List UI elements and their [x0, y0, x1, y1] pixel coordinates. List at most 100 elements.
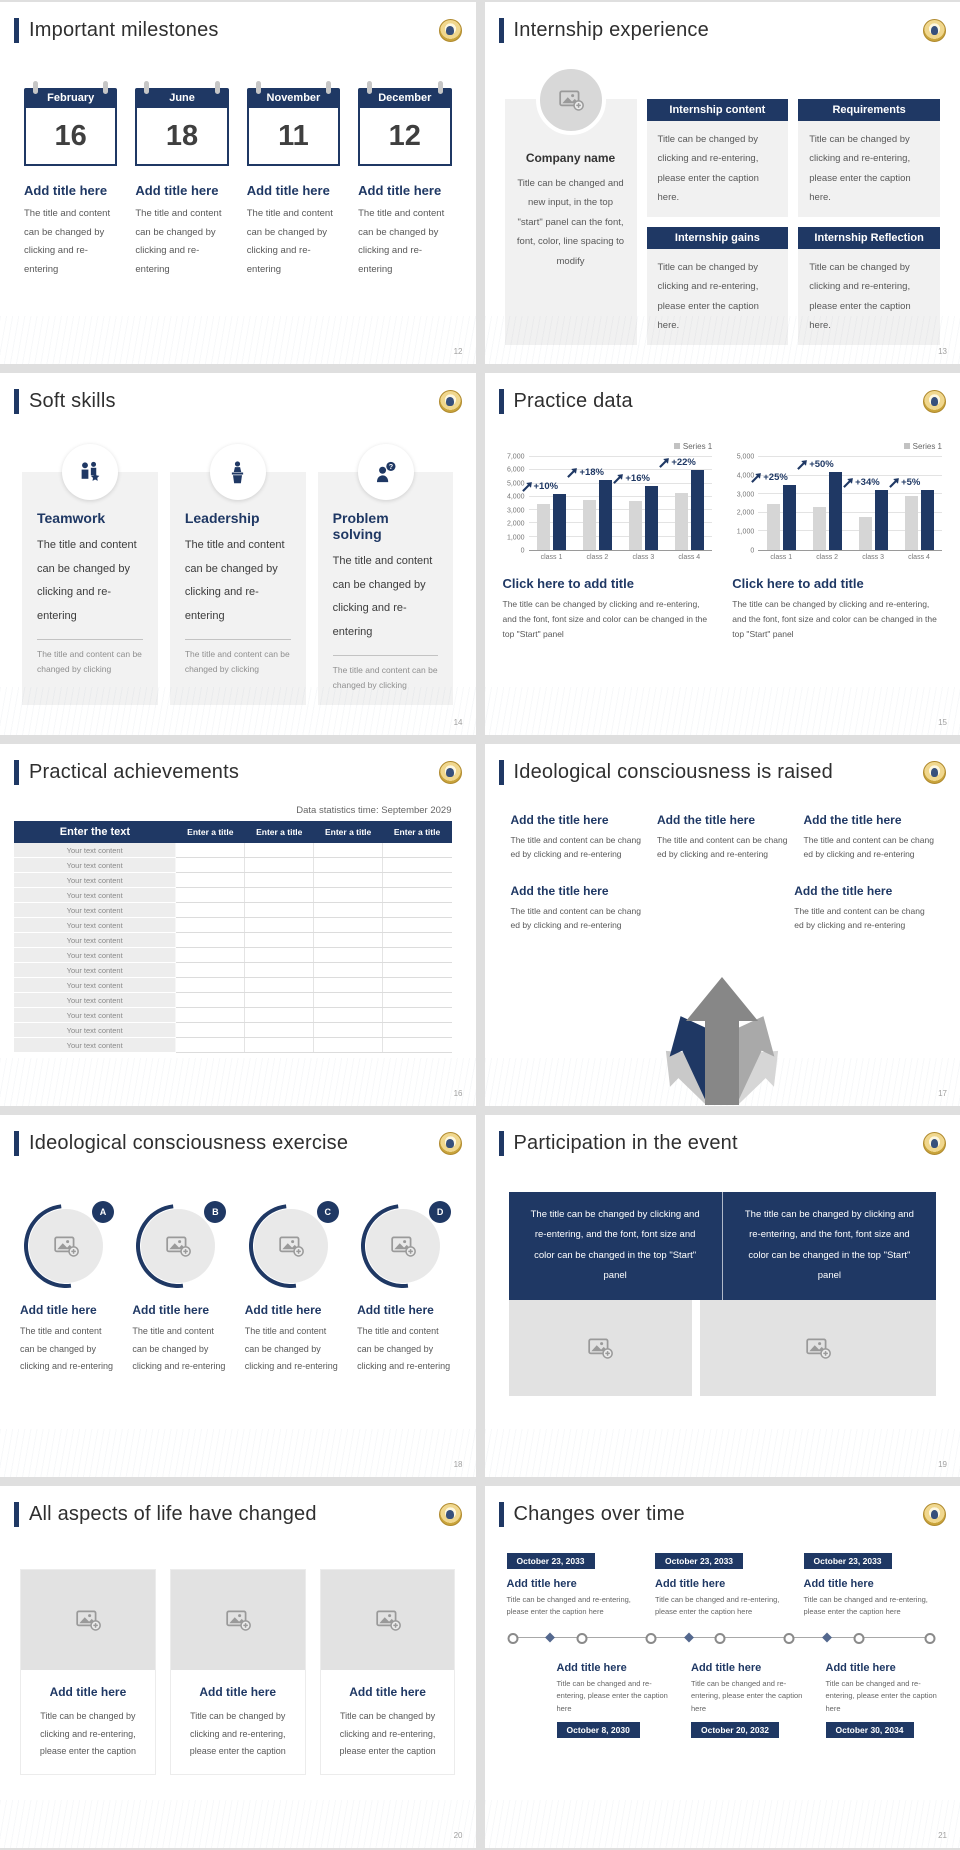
slide-header: Practical achievements — [0, 744, 476, 785]
row-label-cell: Your text content — [14, 872, 177, 888]
bar-previous — [812, 507, 826, 550]
table-row: Your text content — [14, 992, 452, 1008]
table-header-cell: Enter the text — [14, 821, 176, 843]
item-caption: Title can be changed and re-entering, pl… — [556, 1678, 668, 1713]
calendar-month: November — [246, 88, 341, 108]
timeline-node — [576, 1632, 588, 1644]
milestone-list: February 16 Add title here The title and… — [0, 79, 476, 279]
calendar-month: December — [358, 88, 452, 108]
item-title: Add title here — [24, 183, 108, 198]
slide-number: 19 — [938, 1460, 947, 1469]
item-title: Add title here — [803, 1578, 874, 1590]
table-header-cell: Enter a title — [175, 821, 245, 843]
empty-cell — [244, 1037, 315, 1053]
photo-card: Add title here Title can be changed by c… — [319, 1569, 456, 1775]
row-label-cell: Your text content — [14, 962, 177, 978]
image-placeholder-icon — [21, 1570, 155, 1670]
title-accent-bar — [14, 760, 19, 785]
date-badge: October 8, 2030 — [556, 1721, 640, 1738]
info-box-title: Internship content — [646, 99, 789, 121]
item-caption: The title and content can be changed by … — [357, 1326, 451, 1372]
table-row: Your text content — [14, 917, 452, 933]
table-row: Your text content — [14, 977, 452, 993]
item-title: Add title here — [655, 1578, 726, 1590]
school-logo-icon — [923, 19, 946, 42]
bar-chart-right: Series 1 0 1,000 2,000 3,000 4,000 5,000 +25%… — [732, 442, 942, 642]
row-label-cell: Your text content — [14, 917, 177, 933]
growth-label: +25% — [751, 472, 788, 483]
letter-badge: B — [204, 1201, 227, 1223]
calendar-day: 18 — [135, 108, 229, 166]
slide-title: Participation in the event — [513, 1132, 738, 1154]
slide-practice-data[interactable]: Practice data Series 1 0 1,000 2,000 3,000 4… — [484, 373, 960, 735]
image-placeholder-icon — [508, 1299, 693, 1396]
calendar-icon: February 16 — [24, 81, 118, 166]
letter-badge: D — [429, 1201, 452, 1223]
empty-cell — [244, 902, 315, 918]
company-name: Company name — [525, 151, 616, 165]
bar-group: +25% — [751, 457, 804, 550]
bar-previous — [582, 499, 596, 550]
slide-soft-skills[interactable]: Soft skills Teamwork The title and conte… — [0, 373, 476, 735]
slide-title: Changes over time — [513, 1503, 685, 1525]
table-row: Your text content — [14, 887, 452, 903]
bar-series1 — [598, 479, 612, 550]
slide-important-milestones[interactable]: Important milestones February 16 Add tit… — [0, 2, 476, 364]
item-title: Add title here — [357, 1303, 434, 1317]
skill-title: Leadership — [184, 510, 260, 526]
slide-ideological-consciousness-raised[interactable]: Ideological consciousness is raised Add … — [484, 744, 960, 1106]
slide-internship-experience[interactable]: Internship experience Company name Title… — [484, 2, 960, 364]
empty-cell — [244, 872, 315, 888]
bar-series1 — [690, 470, 704, 550]
title-accent-bar — [498, 18, 504, 43]
skill-card-teamwork: Teamwork The title and content can be ch… — [22, 444, 158, 706]
info-box-title: Internship Reflection — [798, 226, 940, 249]
svg-text:?: ? — [389, 462, 393, 471]
image-placeholder-icon — [170, 1570, 305, 1670]
timeline-node — [507, 1632, 518, 1644]
item-caption: The title and content can be chang ed by… — [510, 835, 641, 860]
titled-caption-item: Add the title here The title and content… — [511, 813, 642, 862]
timeline-marker — [822, 1632, 833, 1643]
table-row: Your text content — [14, 843, 452, 858]
timeline-item: October 23, 2033 Add title here Title ca… — [506, 1551, 642, 1619]
table-row: Your text content — [14, 962, 452, 978]
bar-series1 — [920, 490, 934, 550]
slide-participation-in-event[interactable]: Participation in the event The title can… — [484, 1115, 960, 1477]
slide-header: Important milestones — [0, 2, 476, 43]
slide-all-aspects-changed[interactable]: All aspects of life have changed Add tit… — [0, 1486, 476, 1848]
info-box-caption: Title can be changed by clicking and re-… — [646, 248, 789, 345]
milestone-item: November 11 Add title here The title and… — [246, 79, 341, 279]
timeline-top-row: October 23, 2033 Add title here Title ca… — [485, 1551, 960, 1619]
slide-title: Soft skills — [29, 390, 116, 412]
titled-caption-item: Add the title here The title and content… — [804, 813, 935, 862]
item-caption: The title and content can be chang ed by… — [803, 835, 934, 860]
empty-cell — [382, 1022, 452, 1038]
item-caption: The title and content can be changed by … — [20, 1326, 114, 1372]
legend-marker — [673, 443, 680, 449]
growth-label: +10% — [521, 481, 558, 492]
bar-series1 — [552, 494, 566, 550]
empty-cell — [244, 962, 315, 978]
empty-cell — [175, 1037, 246, 1053]
item-caption: Title can be changed and re-entering, pl… — [691, 1678, 803, 1713]
y-axis: 0 1,000 2,000 3,000 4,000 5,000 — [736, 453, 755, 555]
bar-series1 — [644, 486, 658, 550]
table-row: Your text content — [14, 902, 452, 918]
data-statistics-note: Data statistics time: September 2029 — [296, 805, 452, 816]
slide-practical-achievements[interactable]: Practical achievements Data statistics t… — [0, 744, 476, 1106]
empty-cell — [313, 887, 384, 903]
school-logo-icon — [438, 1132, 462, 1155]
slide-ideological-consciousness-exercise[interactable]: Ideological consciousness exercise A Add… — [0, 1115, 476, 1477]
timeline-node — [924, 1632, 936, 1644]
table-row: Your text content — [14, 1007, 452, 1023]
item-title: Add title here — [20, 1303, 97, 1317]
titled-caption-item: Add the title here The title and content… — [794, 884, 934, 933]
row-label-cell: Your text content — [14, 843, 177, 858]
empty-cell — [313, 947, 384, 963]
slide-header: Changes over time — [485, 1486, 960, 1527]
bar-previous — [858, 516, 872, 550]
leadership-icon — [209, 444, 266, 500]
item-title: Add title here — [825, 1661, 896, 1674]
slide-changes-over-time[interactable]: Changes over time October 23, 2033 Add t… — [484, 1486, 960, 1848]
